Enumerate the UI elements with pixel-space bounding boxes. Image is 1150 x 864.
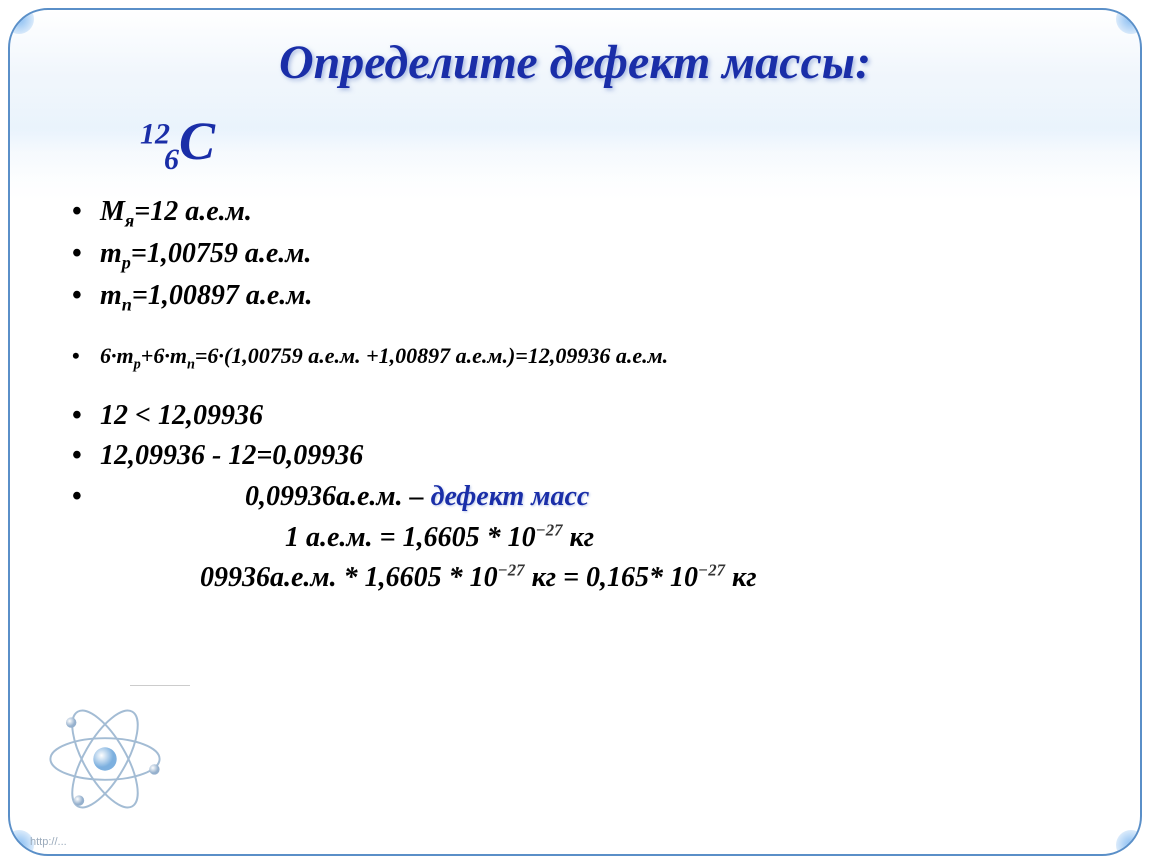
amu-indent: 1 а.е.м. = 1,6605 * 10−27 кг [285, 522, 594, 553]
defect-line: 0,09936а.е.м. – дефект масс [100, 477, 1100, 518]
label-m-p: m [100, 238, 122, 269]
calc-part1: 6·m [100, 343, 134, 368]
isotope-notation: 126С [140, 110, 1100, 177]
final-c: кг [725, 562, 757, 593]
given-proton-mass: mр=1,00759 а.е.м. [100, 234, 1100, 276]
bullet-list: Мя=12 а.е.м. mр=1,00759 а.е.м. mn=1,0089… [50, 192, 1100, 599]
difference-line: 12,09936 - 12=0,09936 [100, 436, 1100, 477]
sub-n: n [122, 294, 132, 314]
label-m-ya: М [100, 196, 125, 227]
amu-to-kg-line: 1 а.е.м. = 1,6605 * 10−27 кг [100, 518, 1100, 559]
calc-sub1: р [134, 356, 141, 372]
sum-calculation: 6·mр+6·mn=6·(1,00759 а.е.м. +1,00897 а.е… [100, 336, 1100, 378]
calc-mid: +6·m [141, 343, 187, 368]
defect-label: дефект масс [431, 481, 590, 512]
label-m-n: m [100, 280, 122, 311]
atomic-number: 6 [164, 143, 179, 176]
amu-kg-text: 1 а.е.м. = 1,6605 * 10 [285, 522, 536, 553]
given-neutron-mass: mn=1,00897 а.е.м. [100, 276, 1100, 318]
calc-sub2: n [187, 356, 195, 372]
slide-frame: Определите дефект массы: 126С Мя=12 а.е.… [8, 8, 1142, 856]
final-a: 09936а.е.м. * 1,6605 * 10 [200, 562, 498, 593]
val-m-ya: =12 а.е.м. [134, 196, 252, 227]
final-exp1: −27 [498, 561, 525, 580]
slide-content: Определите дефект массы: 126С Мя=12 а.е.… [10, 10, 1140, 619]
corner-accent-br [1116, 830, 1142, 856]
given-nucleus-mass: Мя=12 а.е.м. [100, 192, 1100, 234]
calc-rest: =6·(1,00759 а.е.м. +1,00897 а.е.м.)=12,0… [195, 343, 668, 368]
amu-kg-unit: кг [563, 522, 595, 553]
slide-title: Определите дефект массы: [50, 35, 1100, 90]
defect-indent: 0,09936а.е.м. – дефект масс [245, 481, 589, 512]
val-m-n: =1,00897 а.е.м. [132, 280, 313, 311]
final-exp2: −27 [698, 561, 725, 580]
sub-ya: я [125, 210, 134, 230]
element-symbol: С [179, 111, 215, 171]
atom-icon [40, 694, 170, 824]
final-indent: 09936а.е.м. * 1,6605 * 10−27 кг = 0,165*… [200, 562, 757, 593]
footer-url: http://... [30, 836, 67, 848]
final-result-line: 09936а.е.м. * 1,6605 * 10−27 кг = 0,165*… [100, 558, 1100, 599]
sub-p: р [122, 252, 131, 272]
footer-divider [130, 685, 190, 686]
final-b: кг = 0,165* 10 [525, 562, 698, 593]
defect-value: 0,09936а.е.м. – [245, 481, 431, 512]
comparison-line: 12 < 12,09936 [100, 396, 1100, 437]
val-m-p: =1,00759 а.е.м. [131, 238, 312, 269]
amu-kg-exp: −27 [536, 520, 563, 539]
